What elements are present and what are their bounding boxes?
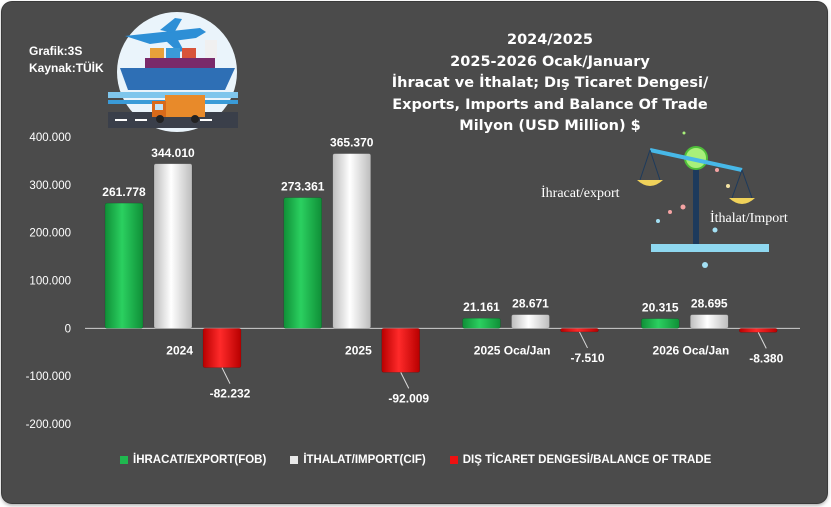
bar-balance — [202, 328, 242, 368]
graph-label: Grafik:3S — [29, 44, 83, 58]
bar-import — [511, 314, 550, 329]
bar-import — [690, 314, 729, 329]
bar-import — [153, 163, 193, 329]
legend-label: İHRACAT/EXPORT(FOB) — [133, 454, 267, 466]
category-label: 2026 Oca/Jan — [653, 343, 730, 357]
bar-balance — [381, 328, 420, 373]
data-label-export: 273.361 — [281, 180, 325, 194]
category-label: 2024 — [166, 343, 193, 357]
data-label-balance: -7.510 — [570, 351, 604, 365]
data-label-import: 28.671 — [512, 297, 549, 311]
title-line: İhracat ve İthalat; Dış Ticaret Dengesi/ — [391, 75, 709, 91]
bar-export — [462, 317, 501, 329]
data-label-balance: -92.009 — [388, 391, 429, 405]
category-label: 2025 Oca/Jan — [474, 343, 551, 357]
data-label-import: 28.695 — [691, 297, 728, 311]
y-tick-label: 200.000 — [29, 228, 71, 240]
label-leader-line — [579, 331, 588, 349]
y-tick-label: 300.000 — [29, 180, 71, 192]
scale-import-label: İthalat/Import — [710, 211, 788, 226]
bar-export — [283, 197, 322, 329]
legend-item-export: İHRACAT/EXPORT(FOB) — [120, 454, 266, 466]
y-tick-label: 400.000 — [29, 132, 71, 144]
y-tick-label: 100.000 — [29, 276, 71, 288]
y-tick-label: -200.000 — [26, 419, 71, 431]
bar-balance — [739, 328, 778, 333]
legend-label: DIŞ TİCARET DENGESİ/BALANCE OF TRADE — [462, 454, 712, 466]
label-leader-line — [400, 372, 410, 389]
legend-item-balance: DIŞ TİCARET DENGESİ/BALANCE OF TRADE — [449, 454, 712, 466]
label-leader-line — [221, 367, 231, 384]
bar-export — [104, 202, 144, 329]
legend-swatch-export — [120, 456, 128, 464]
data-label-export: 261.778 — [102, 185, 146, 199]
bar-balance — [560, 328, 599, 333]
data-label-export: 21.161 — [463, 300, 500, 314]
legend-label: İTHALAT/IMPORT(CIF) — [303, 454, 426, 466]
trade-illustration-icon — [108, 12, 238, 132]
bar-import — [332, 153, 371, 329]
source-label: Kaynak:TÜİK — [29, 61, 104, 75]
y-tick-label: 0 — [65, 323, 71, 335]
data-label-import: 365.370 — [330, 136, 374, 150]
legend-swatch-balance — [449, 456, 458, 464]
label-leader-line — [757, 332, 767, 349]
bar-export — [641, 318, 680, 329]
y-tick-label: -100.000 — [26, 371, 71, 383]
balance-scale-icon — [637, 131, 769, 268]
title-line: 2025-2026 Ocak/January — [450, 53, 650, 70]
data-label-balance: -82.232 — [210, 387, 251, 401]
title-line: Milyon (USD Million) $ — [459, 118, 641, 134]
data-label-export: 20.315 — [642, 301, 679, 315]
legend-item-import: İTHALAT/IMPORT(CIF) — [290, 454, 426, 466]
legend: İHRACAT/EXPORT(FOB) İTHALAT/IMPORT(CIF) … — [120, 454, 760, 466]
data-label-balance: -8.380 — [749, 351, 783, 365]
title-line: Exports, Imports and Balance Of Trade — [392, 96, 708, 113]
title-line: 2024/2025 — [506, 32, 593, 48]
chart-title: 2024/2025 2025-2026 Ocak/January İhracat… — [300, 30, 800, 138]
category-label: 2025 — [345, 343, 372, 357]
scale-export-label: İhracat/export — [541, 186, 620, 201]
data-label-import: 344.010 — [151, 146, 195, 160]
meta-block: Grafik:3S Kaynak:TÜİK — [29, 43, 104, 77]
legend-swatch-import — [290, 456, 299, 464]
